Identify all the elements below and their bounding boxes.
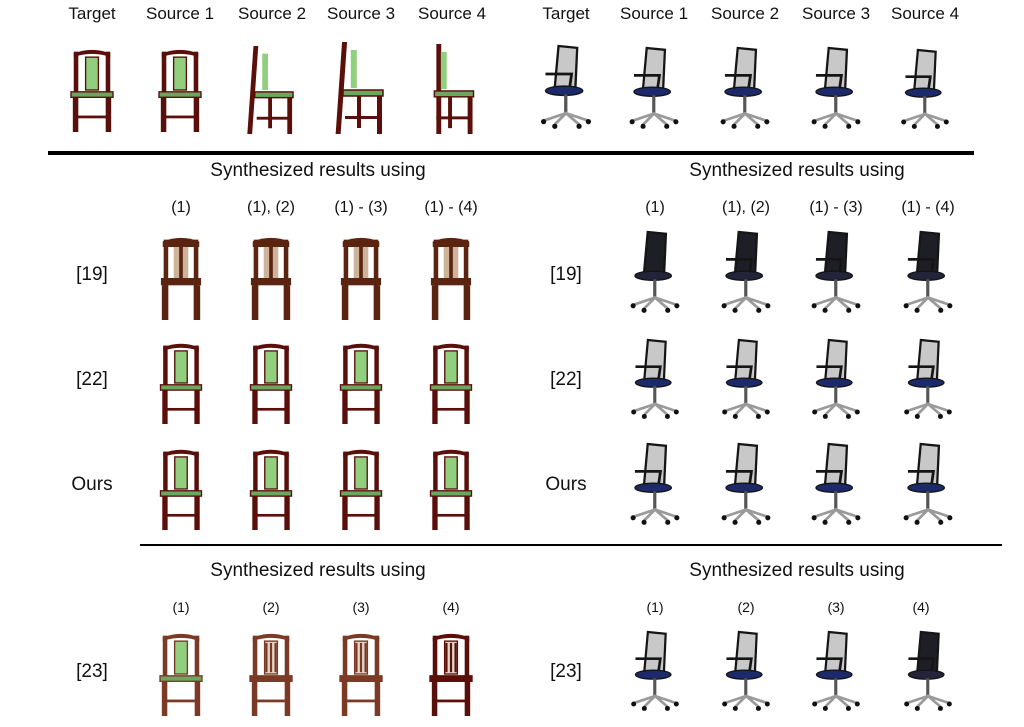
chair-ref23-left-1 [159,633,203,716]
office-source1-right [629,46,679,129]
subset-label-right-4: (1) - (4) [901,199,955,216]
synth-title-right-1: Synthesized results using [689,160,905,181]
office-ref19-right-3 [811,230,861,313]
office-ref22-right-4 [904,338,952,419]
office-ref23-right-1 [631,630,679,711]
single-label-right-2: (2) [737,599,755,615]
office-ref22-right-2 [722,338,770,419]
chair-ref22-left-2 [249,343,293,424]
row-label-ours-right: Ours [545,474,587,495]
synth-title-left-1: Synthesized results using [210,160,426,181]
header-source2-right: Source 2 [710,4,780,23]
office-ours-right-4 [903,442,953,525]
header-source4-right: Source 4 [890,4,960,23]
office-ours-right-2 [721,442,771,525]
subset-label-left-1: (1) [171,199,191,216]
chair-ours-left-2 [249,449,293,530]
chair-ref22-left-4 [429,343,473,424]
single-label-right-1: (1) [646,599,664,615]
single-label-left-4: (4) [442,599,460,615]
office-ref22-right-3 [812,338,860,419]
office-source3-right [811,46,861,129]
office-ours-right-1 [630,442,680,525]
office-source4-right [901,48,949,129]
chair-ref23-left-3 [339,633,383,716]
office-ref23-right-2 [722,630,770,711]
chair-ref19-left-4 [430,237,472,320]
thin-divider [140,544,1002,546]
office-ref23-right-4 [904,630,952,711]
subset-label-left-4: (1) - (4) [424,199,478,216]
header-source1-left: Source 1 [145,4,215,23]
chair-ref19-left-3 [340,237,382,320]
chair-ours-left-4 [429,449,473,530]
row-label-23-right: [23] [550,661,582,682]
synth-title-right-2: Synthesized results using [689,560,905,581]
office-ref22-right-1 [631,338,679,419]
office-ref23-right-3 [812,630,860,711]
chair-source3-left [335,42,384,134]
office-ref19-right-1 [630,230,680,313]
synth-title-left-2: Synthesized results using [210,560,426,581]
header-source4-left: Source 4 [417,4,487,23]
chair-source2-left [247,46,294,134]
subset-label-right-1: (1) [645,199,665,216]
single-label-left-3: (3) [352,599,370,615]
chair-ours-left-3 [339,449,383,530]
row-label-22-left: [22] [76,369,108,390]
thick-divider [48,151,974,155]
single-label-right-3: (3) [827,599,845,615]
office-ref19-right-4 [903,230,953,313]
header-source3-right: Source 3 [801,4,871,23]
row-label-22-right: [22] [550,369,582,390]
chair-ref19-left-2 [250,237,292,320]
office-ref19-right-2 [721,230,771,313]
chair-source1-left [158,49,202,132]
chair-ref19-left-1 [160,237,202,320]
chair-ref23-left-4 [429,633,473,716]
chair-target-left [70,49,114,132]
header-source3-left: Source 3 [326,4,396,23]
chair-ref22-left-3 [339,343,383,424]
subset-label-right-3: (1) - (3) [809,199,863,216]
header-source1-right: Source 1 [619,4,689,23]
chair-ref23-left-2 [249,633,293,716]
office-source2-right [720,46,770,129]
office-ours-right-3 [811,442,861,525]
office-target-right [540,44,592,129]
single-label-left-1: (1) [172,599,190,615]
chair-ours-left-1 [159,449,203,530]
header-source2-left: Source 2 [237,4,307,23]
subset-label-left-2: (1), (2) [247,199,295,216]
header-target-right: Target [542,4,590,23]
subset-label-right-2: (1), (2) [722,199,770,216]
row-label-23-left: [23] [76,661,108,682]
single-label-left-2: (2) [262,599,280,615]
subset-label-left-3: (1) - (3) [334,199,388,216]
chair-ref22-left-1 [159,343,203,424]
row-label-19-right: [19] [550,264,582,285]
header-target-left: Target [68,4,116,23]
row-label-19-left: [19] [76,264,108,285]
row-label-ours-left: Ours [71,474,113,495]
chair-source4-left [433,44,475,134]
single-label-right-4: (4) [912,599,930,615]
